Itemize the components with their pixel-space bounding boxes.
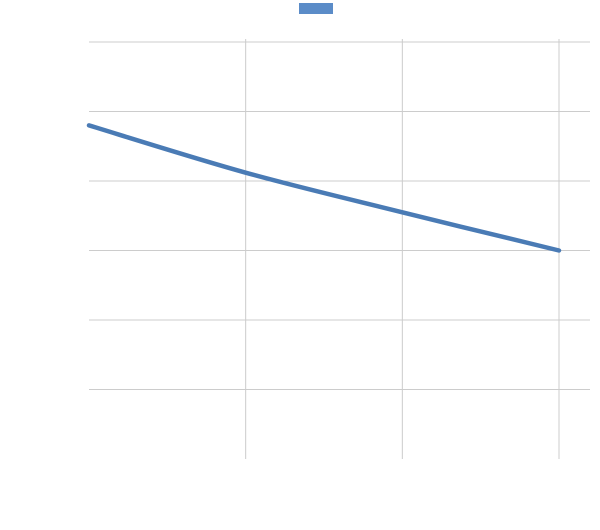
series-layer [86, 123, 562, 253]
legend[interactable] [299, 3, 333, 14]
legend-swatch[interactable] [299, 3, 333, 14]
grid [89, 39, 590, 459]
series-line [86, 123, 562, 253]
